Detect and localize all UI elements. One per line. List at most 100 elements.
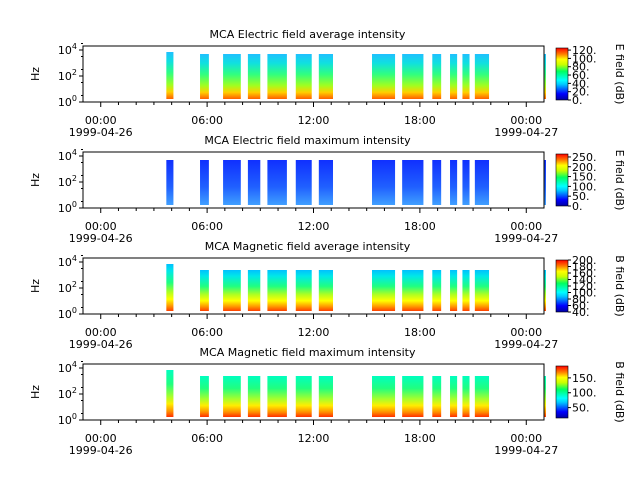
data-block <box>402 270 424 311</box>
x-tick-label: 18:00 <box>404 432 436 445</box>
colorbar-tick-label: 200. <box>572 254 597 267</box>
colorbar-gradient <box>555 47 569 101</box>
colorbar-tick-label: 80. <box>572 293 590 306</box>
colorbar-tick-label: 60. <box>572 69 590 82</box>
y-tick-label: 100 <box>58 94 77 109</box>
x-tick-label: 18:00 <box>404 326 436 339</box>
data-block <box>474 376 490 417</box>
colorbar-tick-label: 0. <box>572 94 583 107</box>
spectrogram-blocks <box>166 52 546 99</box>
data-block <box>200 160 209 205</box>
data-block <box>200 376 209 417</box>
data-block <box>200 54 209 99</box>
data-block <box>544 54 546 99</box>
data-block <box>450 376 458 417</box>
data-block <box>544 270 546 311</box>
colorbar-tick-label: 50. <box>572 402 590 415</box>
panel-title: MCA Magnetic field average intensity <box>205 240 411 253</box>
panel-4: MCA Magnetic field maximum intensity 100 1… <box>29 346 626 457</box>
x-date-end: 1999-04-27 <box>494 444 558 457</box>
colorbar-tick-label: 200. <box>572 161 597 174</box>
y-tick-label: 100 <box>58 200 77 215</box>
x-tick-label: 00:00 <box>510 114 542 127</box>
x-date-start: 1999-04-26 <box>69 444 133 457</box>
colorbar-tick-label: 0. <box>572 200 583 213</box>
y-tick-label: 102 <box>58 68 77 83</box>
panel-title: MCA Electric field average intensity <box>210 28 406 41</box>
y-tick-label: 104 <box>58 254 77 269</box>
y-tick-label: 102 <box>58 386 77 401</box>
colorbar-label: B field (dB) <box>613 361 626 422</box>
data-block <box>166 370 174 417</box>
data-block <box>166 52 174 99</box>
colorbar-tick-label: 180. <box>572 261 597 274</box>
x-date-start: 1999-04-26 <box>69 338 133 351</box>
x-tick-label: 00:00 <box>85 326 117 339</box>
y-tick-label: 100 <box>58 306 77 321</box>
data-block <box>318 376 334 417</box>
data-block <box>267 54 287 99</box>
colorbar-tick-label: 160. <box>572 267 597 280</box>
colorbar-tick-label: 150. <box>572 372 597 385</box>
x-tick-label: 12:00 <box>298 220 330 233</box>
data-block <box>166 264 174 311</box>
data-block <box>462 54 470 99</box>
x-date-end: 1999-04-27 <box>494 232 558 245</box>
data-block <box>223 270 241 311</box>
data-block <box>372 54 396 99</box>
x-tick-label: 00:00 <box>85 114 117 127</box>
y-tick-label: 104 <box>58 360 77 375</box>
data-block <box>247 270 261 311</box>
x-tick-label: 12:00 <box>298 114 330 127</box>
colorbar: 50. 100. 150. B field (dB) <box>555 361 626 423</box>
data-block <box>432 54 442 99</box>
colorbar: 0.20.40.60.80.100.120. E field (dB) <box>555 44 626 107</box>
data-block <box>318 54 334 99</box>
colorbar-tick-label: 250. <box>572 151 597 164</box>
spectrogram-blocks <box>166 160 546 205</box>
x-date-start: 1999-04-26 <box>69 126 133 139</box>
x-tick-label: 12:00 <box>298 432 330 445</box>
data-block <box>462 160 470 205</box>
colorbar-tick-label: 120. <box>572 280 597 293</box>
x-tick-label: 18:00 <box>404 114 436 127</box>
data-block <box>372 376 396 417</box>
data-block <box>166 160 174 205</box>
data-block <box>200 270 209 311</box>
panel-2: MCA Electric field maximum intensity 100 1… <box>29 134 626 245</box>
colorbar-tick-label: 140. <box>572 274 597 287</box>
data-block <box>223 54 241 99</box>
data-block <box>402 54 424 99</box>
data-block <box>247 54 261 99</box>
colorbar-tick-label: 20. <box>572 86 590 99</box>
data-block <box>462 270 470 311</box>
data-block <box>474 54 490 99</box>
colorbar-tick-label: 100. <box>572 180 597 193</box>
data-block <box>267 160 287 205</box>
x-tick-label: 00:00 <box>85 220 117 233</box>
data-block <box>432 160 442 205</box>
data-block <box>223 376 241 417</box>
data-block <box>462 376 470 417</box>
panel-title: MCA Electric field maximum intensity <box>204 134 411 147</box>
x-tick-label: 06:00 <box>191 326 223 339</box>
colorbar: 0.50.100.150.200.250. E field (dB) <box>555 150 626 213</box>
x-tick-label: 06:00 <box>191 220 223 233</box>
panel-title: MCA Magnetic field maximum intensity <box>200 346 416 359</box>
data-block <box>247 376 261 417</box>
data-block <box>267 376 287 417</box>
y-tick-label: 104 <box>58 42 77 57</box>
x-tick-label: 00:00 <box>85 432 117 445</box>
colorbar-gradient <box>555 259 569 313</box>
colorbar-label: E field (dB) <box>613 150 626 211</box>
y-axis-label: Hz <box>29 279 42 293</box>
x-tick-label: 18:00 <box>404 220 436 233</box>
x-date-end: 1999-04-27 <box>494 126 558 139</box>
y-axis-label: Hz <box>29 385 42 399</box>
y-tick-label: 100 <box>58 412 77 427</box>
colorbar-tick-label: 50. <box>572 190 590 203</box>
x-tick-label: 06:00 <box>191 114 223 127</box>
x-date-end: 1999-04-27 <box>494 338 558 351</box>
